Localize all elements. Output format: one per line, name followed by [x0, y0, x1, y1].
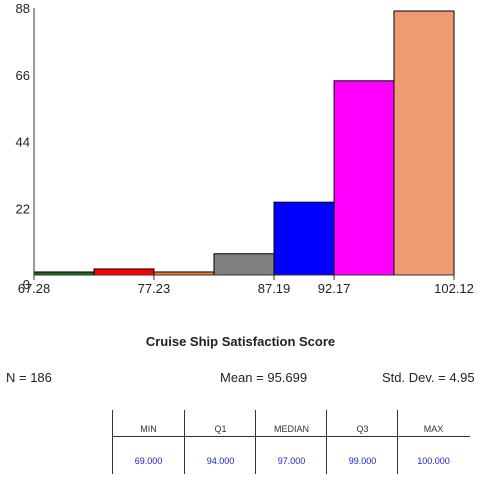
summary-value: 99.000 — [348, 456, 377, 466]
summary-table: MIN 69.000 Q1 94.000 MEDIAN 97.000 Q3 99… — [112, 410, 470, 474]
summary-col-max: MAX 100.000 — [397, 410, 469, 474]
y-tick-label: 22 — [16, 201, 30, 216]
summary-divider — [112, 436, 470, 437]
x-tick-label: 92.17 — [318, 281, 351, 296]
x-tick-label: 87.19 — [258, 281, 291, 296]
summary-col-min: MIN 69.000 — [112, 410, 184, 474]
y-tick-label: 44 — [16, 135, 30, 150]
summary-header: Q3 — [356, 424, 369, 434]
summary-value: 94.000 — [206, 456, 235, 466]
summary-col-median: MEDIAN 97.000 — [255, 410, 327, 474]
y-tick-label: 88 — [16, 1, 30, 16]
summary-col-q3: Q3 99.000 — [326, 410, 398, 474]
histogram-bar-3 — [213, 253, 275, 276]
stat-n: N = 186 — [6, 370, 52, 385]
histogram-bar-6 — [393, 10, 455, 276]
histogram-bar-1 — [93, 268, 155, 276]
chart-title: Cruise Ship Satisfaction Score — [145, 334, 336, 349]
y-tick-label: 0 — [23, 277, 30, 292]
summary-value: 69.000 — [134, 456, 163, 466]
histogram-bar-4 — [273, 201, 335, 276]
histogram-bar-5 — [333, 80, 395, 276]
summary-header: Q1 — [214, 424, 227, 434]
stat-mean: Mean = 95.699 — [220, 370, 308, 385]
stat-std-dev: Std. Dev. = 4.95 — [382, 370, 475, 385]
histogram-chart: 67.28 77.23 87.19 92.17 102.12 0 22 44 66 88 — [16, 1, 474, 296]
summary-header: MAX — [423, 424, 444, 434]
x-tick-label: 77.23 — [138, 281, 171, 296]
summary-header: MIN — [140, 424, 157, 434]
summary-value: 97.000 — [277, 456, 306, 466]
summary-value: 100.000 — [417, 456, 450, 466]
summary-col-q1: Q1 94.000 — [184, 410, 256, 474]
x-tick-label: 67.28 — [18, 281, 51, 296]
y-tick-label: 66 — [16, 68, 30, 83]
summary-header: MEDIAN — [273, 424, 309, 434]
x-tick-label: 102.12 — [434, 281, 474, 296]
